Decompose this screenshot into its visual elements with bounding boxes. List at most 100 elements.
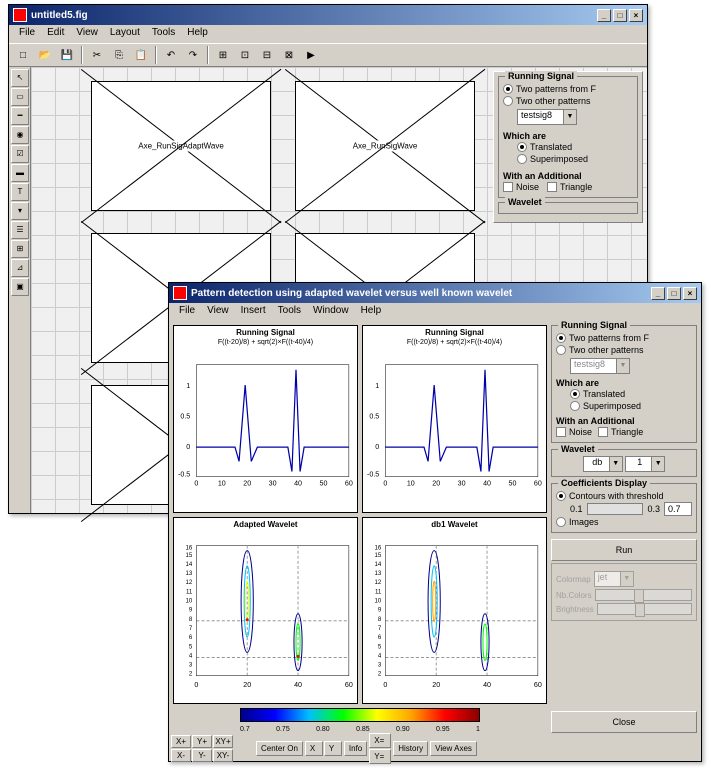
toolbar: □ 📂 💾 ✂ ⎘ 📋 ↶ ↷ ⊞ ⊡ ⊟ ⊠ ▶	[9, 43, 647, 67]
axes-placeholder-1[interactable]: Axe_RunSigAdaptWave	[91, 81, 271, 211]
tb-cut-icon[interactable]: ✂	[87, 45, 107, 65]
tb-open-icon[interactable]: 📂	[35, 45, 55, 65]
tb-obj-icon[interactable]: ⊠	[279, 45, 299, 65]
threshold-slider[interactable]	[587, 503, 644, 515]
svg-text:5: 5	[189, 643, 193, 650]
radio-images[interactable]	[556, 517, 566, 527]
tb-save-icon[interactable]: 💾	[57, 45, 77, 65]
radio-translated[interactable]	[570, 389, 580, 399]
menu-edit[interactable]: Edit	[41, 25, 70, 43]
radio-two-patterns-f[interactable]	[503, 84, 513, 94]
btn-yminus[interactable]: Y-	[192, 749, 212, 762]
run-button[interactable]: Run	[551, 539, 697, 561]
menu-file[interactable]: File	[173, 303, 201, 321]
titlebar[interactable]: Pattern detection using adapted wavelet …	[169, 283, 701, 303]
radio-two-other[interactable]	[556, 345, 566, 355]
btn-y[interactable]: Y	[324, 741, 342, 756]
tool-listbox-icon[interactable]: ☰	[11, 221, 29, 239]
btn-xyplus[interactable]: XY+	[213, 735, 233, 748]
titlebar[interactable]: untitled5.fig _ □ ×	[9, 5, 647, 25]
menu-view[interactable]: View	[70, 25, 104, 43]
radio-two-patterns-f[interactable]	[556, 333, 566, 343]
radio-superimposed[interactable]	[517, 154, 527, 164]
tb-copy-icon[interactable]: ⎘	[109, 45, 129, 65]
close-button[interactable]: ×	[629, 9, 643, 22]
threshold-value[interactable]: 0.7	[664, 502, 692, 516]
maximize-button[interactable]: □	[613, 9, 627, 22]
tb-new-icon[interactable]: □	[13, 45, 33, 65]
tool-check-icon[interactable]: ☑	[11, 145, 29, 163]
tool-panel-icon[interactable]: ▣	[11, 278, 29, 296]
tb-redo-icon[interactable]: ↷	[183, 45, 203, 65]
minimize-button[interactable]: _	[651, 287, 665, 300]
menu-insert[interactable]: Insert	[235, 303, 272, 321]
svg-text:40: 40	[483, 680, 491, 688]
tool-select-icon[interactable]: ↖	[11, 69, 29, 87]
tool-button-icon[interactable]: ▭	[11, 88, 29, 106]
colorbar-labels: 0.7 0.75 0.80 0.85 0.90 0.95 1	[240, 726, 480, 733]
check-noise[interactable]	[556, 427, 566, 437]
btn-center-on[interactable]: Center On	[256, 741, 303, 756]
btn-x[interactable]: X	[305, 741, 323, 756]
chart-adapted-wavelet[interactable]: Adapted Wavelet 234 567 8910 111213 1415…	[173, 517, 358, 705]
menu-layout[interactable]: Layout	[104, 25, 146, 43]
chart-running-signal-2[interactable]: Running Signal F((t-20)/8) + sqrt(2)×F((…	[362, 325, 547, 513]
btn-xminus[interactable]: X-	[171, 749, 191, 762]
btn-info[interactable]: Info	[344, 741, 367, 756]
menu-help[interactable]: Help	[181, 25, 214, 43]
tool-axes-icon[interactable]: ⊿	[11, 259, 29, 277]
close-button[interactable]: ×	[683, 287, 697, 300]
menu-file[interactable]: File	[13, 25, 41, 43]
check-noise[interactable]	[503, 182, 513, 192]
tb-align-icon[interactable]: ⊞	[213, 45, 233, 65]
svg-text:40: 40	[483, 480, 491, 488]
palette-sidebar: ↖ ▭ ━ ◉ ☑ ▬ T ▾ ☰ ⊞ ⊿ ▣	[9, 67, 31, 513]
tool-popup-icon[interactable]: ▾	[11, 202, 29, 220]
radio-contours[interactable]	[556, 491, 566, 501]
btn-xyminus[interactable]: XY-	[213, 749, 233, 762]
dropdown-wavelet-family[interactable]: db	[583, 456, 623, 472]
tb-run-icon[interactable]: ▶	[301, 45, 321, 65]
check-triangle[interactable]	[547, 182, 557, 192]
radio-two-other[interactable]	[503, 96, 513, 106]
tb-prop-icon[interactable]: ⊟	[257, 45, 277, 65]
btn-yplus[interactable]: Y+	[192, 735, 212, 748]
dropdown-pattern[interactable]: testsig8	[517, 109, 577, 125]
menu-help[interactable]: Help	[355, 303, 388, 321]
maximize-button[interactable]: □	[667, 287, 681, 300]
window-pattern-detection: Pattern detection using adapted wavelet …	[168, 282, 702, 762]
menu-tools[interactable]: Tools	[272, 303, 307, 321]
minimize-button[interactable]: _	[597, 9, 611, 22]
tool-toggle-icon[interactable]: ⊞	[11, 240, 29, 258]
check-triangle[interactable]	[598, 427, 608, 437]
chart-running-signal-1[interactable]: Running Signal F((t-20)/8) + sqrt(2)×F((…	[173, 325, 358, 513]
svg-text:0: 0	[383, 480, 387, 488]
tb-paste-icon[interactable]: 📋	[131, 45, 151, 65]
fieldset-legend: Running Signal	[505, 71, 577, 81]
tool-edit-icon[interactable]: ▬	[11, 164, 29, 182]
dropdown-wavelet-order[interactable]: 1	[625, 456, 665, 472]
tb-undo-icon[interactable]: ↶	[161, 45, 181, 65]
tool-slider-icon[interactable]: ━	[11, 107, 29, 125]
svg-text:14: 14	[186, 560, 193, 567]
radio-superimposed[interactable]	[570, 401, 580, 411]
svg-text:40: 40	[294, 480, 302, 488]
menu-view[interactable]: View	[201, 303, 235, 321]
chart-db1-wavelet[interactable]: db1 Wavelet 234 567 8910 111213 141516 0…	[362, 517, 547, 705]
close-button[interactable]: Close	[551, 711, 697, 733]
tool-text-icon[interactable]: T	[11, 183, 29, 201]
tb-editor-icon[interactable]: ⊡	[235, 45, 255, 65]
btn-xplus[interactable]: X+	[171, 735, 191, 748]
svg-text:14: 14	[375, 560, 382, 567]
radio-translated[interactable]	[517, 142, 527, 152]
tool-radio-icon[interactable]: ◉	[11, 126, 29, 144]
axes-placeholder-2[interactable]: Axe_RunSigWave	[295, 81, 475, 211]
btn-view-axes[interactable]: View Axes	[430, 741, 477, 756]
btn-history[interactable]: History	[393, 741, 428, 756]
menu-window[interactable]: Window	[307, 303, 355, 321]
svg-text:50: 50	[319, 480, 327, 488]
btn-yeq[interactable]: Y=	[369, 749, 391, 764]
menu-tools[interactable]: Tools	[146, 25, 181, 43]
btn-xeq[interactable]: X=	[369, 733, 391, 748]
dropdown-colormap: jet	[594, 571, 634, 587]
